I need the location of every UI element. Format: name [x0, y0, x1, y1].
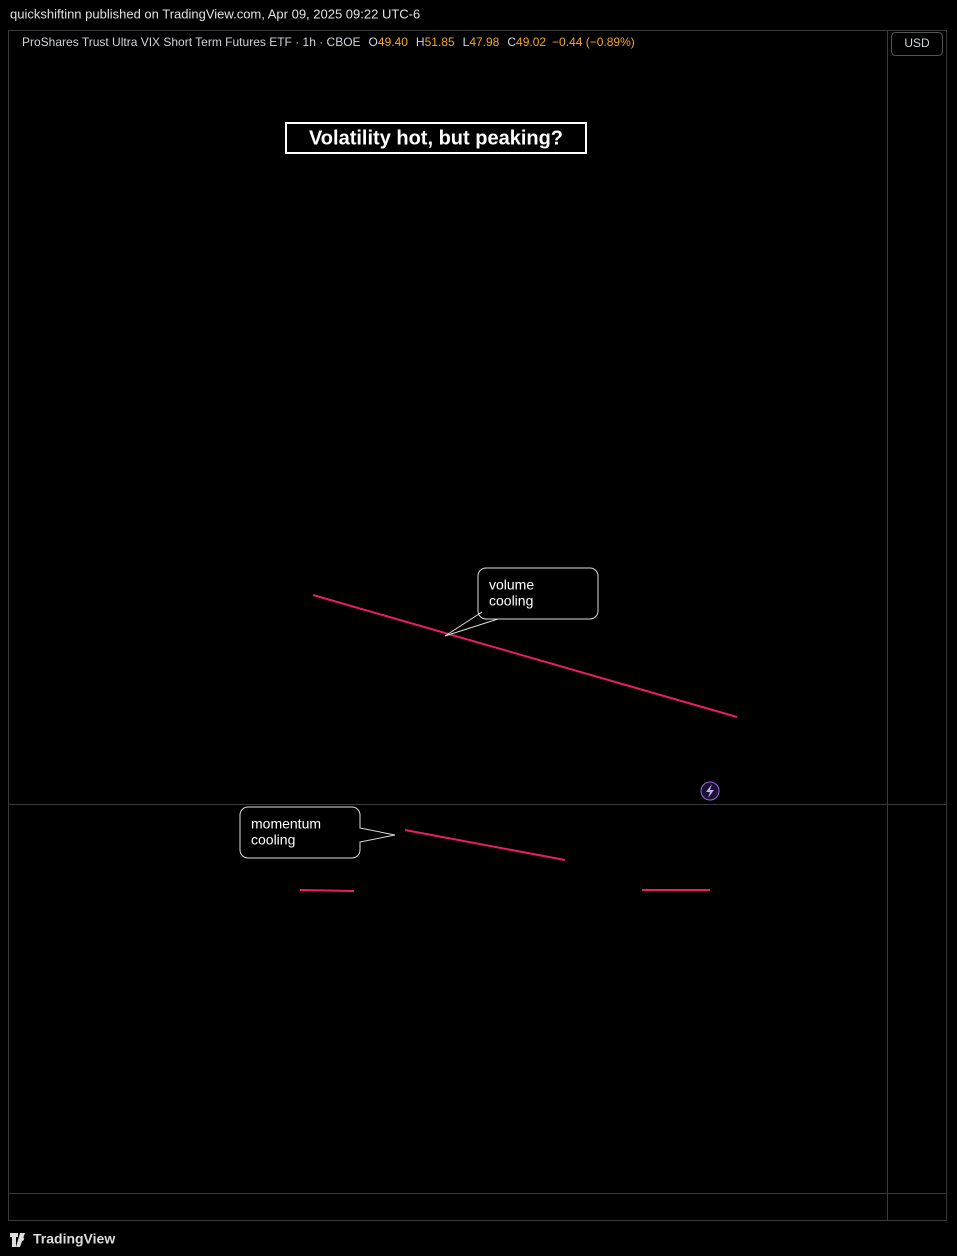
legend-part: H: [416, 35, 425, 49]
legend-part: ProShares Trust Ultra VIX Short Term Fut…: [22, 35, 361, 49]
legend-part: O: [369, 35, 378, 49]
legend-part: L: [463, 35, 470, 49]
headline: Volatility hot, but peaking?: [309, 127, 563, 149]
momentum-callout: [239, 806, 396, 859]
rsi-trendline: [404, 829, 566, 861]
published: quickshiftinn published on TradingView.c…: [10, 6, 420, 21]
volume-trendline: [312, 594, 738, 718]
alert-bolt: [706, 784, 714, 798]
currency-button[interactable]: [891, 32, 943, 56]
legend-part: 49.40: [378, 35, 408, 49]
rsi-trendline: [299, 889, 355, 892]
legend-part: C: [507, 35, 516, 49]
logo: [10, 1233, 25, 1247]
callout-text: volume: [489, 577, 534, 593]
legend-part: 49.02: [516, 35, 546, 49]
callout-text: cooling: [489, 593, 533, 609]
currency[interactable]: USD: [904, 36, 930, 50]
legend-part: −0.44 (−0.89%): [552, 35, 635, 49]
callout-text: momentum: [251, 816, 321, 832]
legend: ProShares Trust Ultra VIX Short Term Fut…: [22, 35, 635, 49]
brand: TradingView: [33, 1231, 115, 1247]
callout-text: cooling: [251, 832, 295, 848]
volume-callout: [444, 567, 599, 637]
legend-part: 51.85: [425, 35, 455, 49]
headline-box: [285, 122, 587, 154]
legend-part: 47.98: [469, 35, 499, 49]
